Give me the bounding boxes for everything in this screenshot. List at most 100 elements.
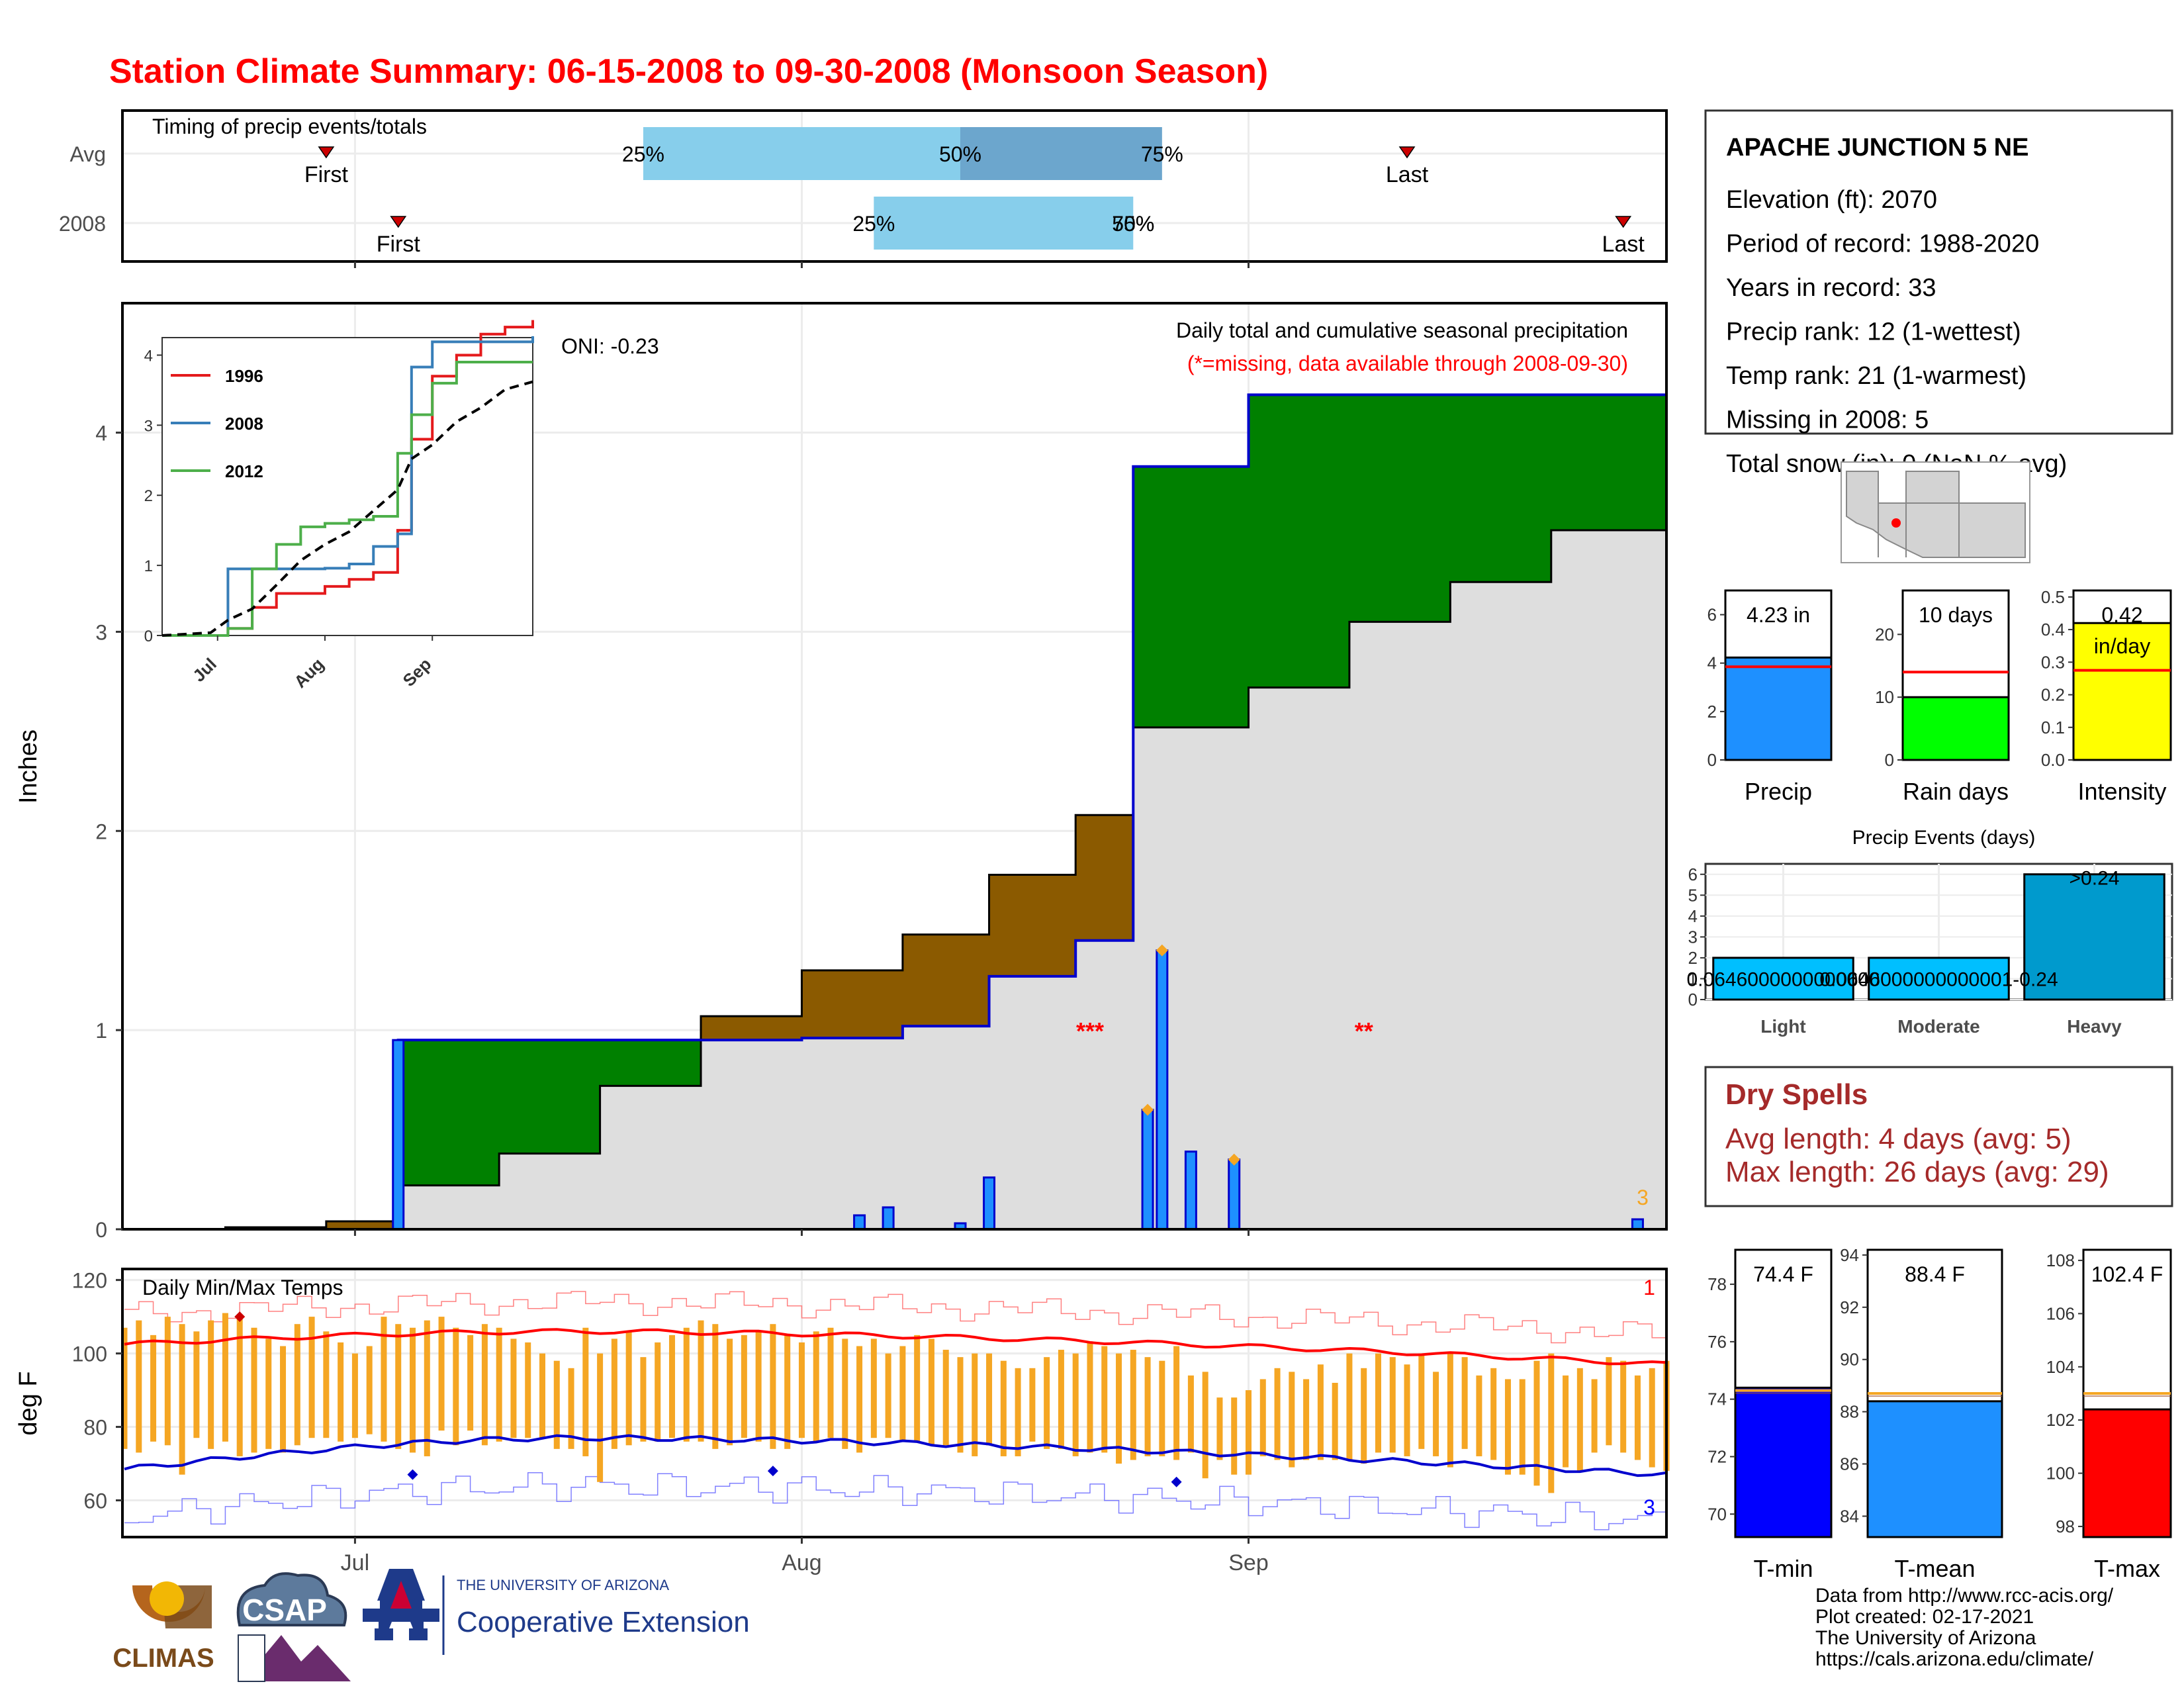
precip-missing-note: (*=missing, data available through 2008-… [1187, 352, 1628, 375]
daily-temp-bar-94 [1476, 1375, 1482, 1456]
oni-label: ONI: -0.23 [561, 334, 659, 358]
daily-temp-bar-51 [856, 1346, 863, 1453]
temp-xtick-label-1: Aug [782, 1550, 822, 1575]
daily-temp-bar-47 [798, 1342, 805, 1438]
station-line-2: Years in record: 33 [1726, 274, 1936, 302]
daily-temp-bar-10 [265, 1338, 272, 1449]
csap-logo-cloud [236, 1572, 347, 1626]
inset-ytick-label-3: 3 [144, 417, 153, 435]
daily-precip-bar-9 [1631, 1218, 1644, 1231]
events-ytick-label-1: 1 [1688, 968, 1698, 988]
daily-temp-bar-73 [1173, 1346, 1180, 1460]
daily-temp-bar-96 [1504, 1379, 1511, 1475]
events-category-label-light: Light [1760, 1016, 1805, 1037]
daily-temp-bar-87 [1375, 1353, 1381, 1453]
daily-record-marker-0 [1142, 1103, 1154, 1116]
precip-subtitle: Daily total and cumulative seasonal prec… [1176, 318, 1628, 342]
daily-temp-bar-79 [1259, 1379, 1266, 1456]
daily-temp-bar-25 [481, 1324, 488, 1446]
daily-temp-bar-83 [1317, 1364, 1324, 1460]
daily-temp-bar-8 [236, 1317, 243, 1456]
daily-temp-bar-33 [597, 1353, 604, 1482]
temp-record-max-marker [234, 1311, 246, 1323]
daily-temp-bar-81 [1289, 1372, 1295, 1468]
timing-row-label-2008: 2008 [59, 212, 106, 236]
events-ytick-label-6: 6 [1688, 865, 1698, 884]
daily-temp-bar-24 [467, 1335, 474, 1431]
daily-temp-bar-63 [1029, 1368, 1036, 1442]
inset-line-2008 [162, 336, 534, 637]
temp-min-record-count: 3 [1643, 1495, 1655, 1519]
csap-logo-text: CSAP [242, 1593, 327, 1627]
temp-xtick-label-2: Sep [1228, 1550, 1269, 1575]
events-ytick-label-4: 4 [1688, 906, 1698, 926]
inset-panel [161, 337, 533, 636]
small-bar-1-ytick-label-0: 0 [1885, 750, 1894, 770]
precip-ytick-label-3: 3 [95, 620, 107, 644]
events-title: Precip Events (days) [1852, 827, 2036, 849]
timing-row-label-avg: Avg [69, 142, 106, 166]
events-bar-heavy [2023, 873, 2165, 1001]
temp-avg-min-line [124, 1434, 1667, 1477]
daily-temp-bar-69 [1116, 1353, 1122, 1464]
climas-logo-text: CLIMAS [113, 1644, 214, 1673]
events-category-label-heavy: Heavy [2067, 1016, 2122, 1037]
temp-max-record-count: 1 [1643, 1276, 1655, 1299]
small-bar-4-ytick-label-2: 88 [1840, 1402, 1859, 1422]
daily-temp-bar-101 [1576, 1368, 1583, 1472]
daily-temp-bar-62 [1015, 1368, 1021, 1456]
timing-avg-25-label: 25% [622, 142, 664, 166]
daily-temp-bar-85 [1346, 1353, 1353, 1460]
small-bar-0-ytick-label-0: 0 [1707, 750, 1717, 770]
daily-temp-bar-50 [842, 1338, 848, 1449]
events-ytick-label-5: 5 [1688, 885, 1698, 905]
daily-temp-bar-48 [813, 1331, 819, 1442]
small-bar-2-ytick-label-5: 0.5 [2041, 587, 2065, 607]
daily-temp-bar-91 [1433, 1372, 1439, 1456]
daily-temp-bar-35 [625, 1331, 632, 1446]
daily-temp-bar-59 [972, 1353, 978, 1456]
events-ytick-label-3: 3 [1688, 927, 1698, 947]
station-info-box [1704, 109, 2173, 435]
timing-avg-last-label: Last [1386, 162, 1429, 187]
footer-line-2: The University of Arizona [1815, 1627, 2036, 1649]
locator-map-borders [1878, 471, 2025, 557]
small-bar-3-ytick-label-2: 74 [1707, 1389, 1727, 1409]
daily-temp-bar-90 [1418, 1353, 1425, 1449]
precip-common-area [124, 508, 1666, 1230]
daily-temp-bar-49 [827, 1327, 834, 1438]
daily-temp-bar-20 [410, 1327, 416, 1453]
station-name: APACHE JUNCTION 5 NE [1726, 134, 2028, 162]
timing-2008-last-marker [1615, 216, 1632, 228]
daily-temp-bar-12 [294, 1324, 300, 1446]
temp-record-min-marker-1 [767, 1466, 778, 1477]
csap-logo-mountains [238, 1635, 351, 1681]
small-bar-0-ytick-label-2: 4 [1707, 653, 1717, 673]
missing-marker-aug: *** [1076, 1017, 1104, 1045]
ua-logo-big-text: Cooperative Extension [457, 1606, 750, 1638]
daily-temp-bar-89 [1404, 1364, 1410, 1456]
temp-record-min-marker-2 [1171, 1476, 1182, 1487]
small-bar-4-ytick-label-4: 92 [1840, 1297, 1859, 1317]
timing-title: Timing of precip events/totals [152, 115, 427, 138]
inset-ytick-label-2: 2 [144, 487, 153, 505]
small-bar-5-ytick-label-5: 108 [2046, 1250, 2075, 1270]
small-bar-1-title: Rain days [1903, 778, 2009, 805]
small-bar-3-ytick-label-1: 72 [1707, 1446, 1727, 1466]
small-bar-5-ytick-label-3: 104 [2046, 1357, 2075, 1377]
daily-temp-bar-43 [741, 1335, 747, 1438]
daily-temp-bar-2 [150, 1335, 157, 1442]
daily-precip-bar-2 [882, 1206, 895, 1231]
small-bar-5-ytick-label-4: 106 [2046, 1303, 2075, 1323]
small-bar-3-value-label: 74.4 F [1753, 1262, 1813, 1286]
daily-temp-bar-38 [668, 1335, 675, 1438]
daily-temp-bar-18 [381, 1317, 387, 1442]
inset-ytick-label-4: 4 [144, 347, 153, 365]
small-bar-5-value-label: 102.4 F [2091, 1262, 2163, 1286]
csap-logo: CSAP [236, 1572, 351, 1682]
temp-ytick-label-3: 120 [72, 1269, 107, 1293]
precip-ytick-label-4: 4 [95, 422, 107, 445]
daily-record-marker-2 [1228, 1153, 1240, 1166]
station-line-5: Missing in 2008: 5 [1726, 406, 1929, 434]
dry-spells-avg: Avg length: 4 days (avg: 5) [1725, 1123, 2071, 1155]
